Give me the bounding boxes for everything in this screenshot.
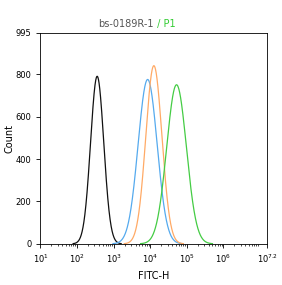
Y-axis label: Count: Count [4, 124, 14, 153]
X-axis label: FITC-H: FITC-H [138, 271, 169, 281]
Text: / P1: / P1 [154, 19, 175, 29]
Text: bs-0189R-1: bs-0189R-1 [98, 19, 154, 29]
